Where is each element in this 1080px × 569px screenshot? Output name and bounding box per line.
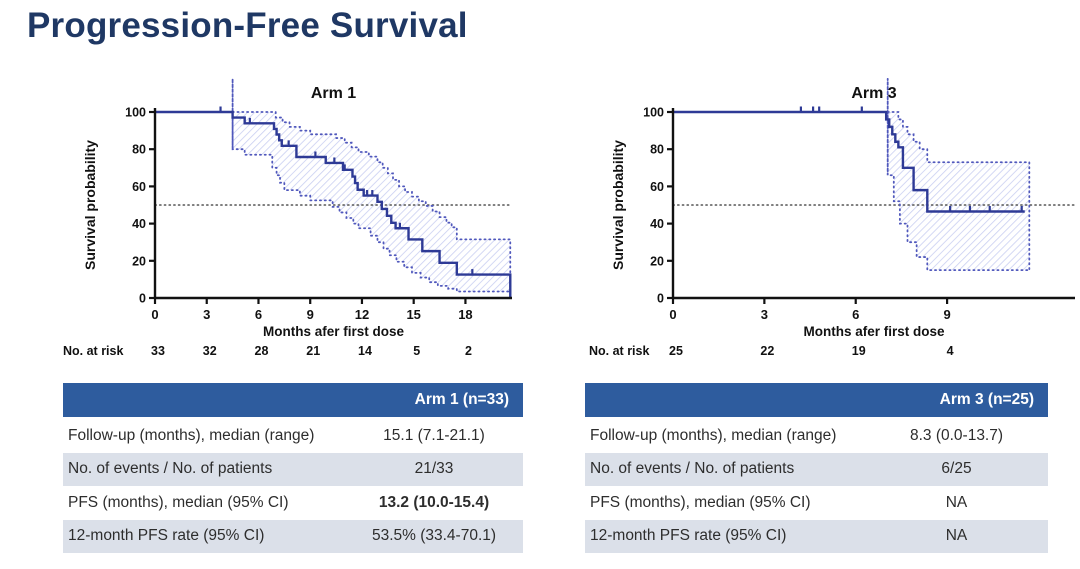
stat-label: 12-month PFS rate (95% CI) xyxy=(68,527,265,545)
km-chart-arm1: 0 20 40 60 80 100 0 3 6 9 12 15 18 Arm 1 Survival prob… xyxy=(55,78,537,378)
ci-lower-line xyxy=(231,78,512,293)
x-tick-label: 0 xyxy=(151,307,158,322)
y-tick-label: 40 xyxy=(650,217,664,231)
at-risk-count: 32 xyxy=(203,344,217,358)
at-risk-count: 33 xyxy=(151,344,165,358)
stat-label: Follow-up (months), median (range) xyxy=(590,426,837,444)
at-risk-row: No. at risk 25 22 19 4 xyxy=(589,344,954,358)
at-risk-label: No. at risk xyxy=(63,344,123,358)
table-row: PFS (months), median (95% CI) 13.2 (10.0… xyxy=(63,486,523,520)
stats-header-arm-label: Arm 3 (n=25) xyxy=(865,383,1048,417)
table-row: Follow-up (months), median (range) 15.1 … xyxy=(63,419,523,453)
stats-table-header-row: Arm 3 (n=25) xyxy=(585,383,1048,417)
at-risk-label: No. at risk xyxy=(589,344,649,358)
table-row: 12-month PFS rate (95% CI) 53.5% (33.4-7… xyxy=(63,519,523,553)
y-tick-label: 100 xyxy=(643,106,664,120)
at-risk-count: 2 xyxy=(465,344,472,358)
stat-value: 13.2 (10.0-15.4) xyxy=(378,493,490,511)
x-tick-label: 9 xyxy=(943,307,950,322)
km-chart-arm3: 0 20 40 60 80 100 0 3 6 9 Arm 3 Survival probabilit… xyxy=(585,78,1080,378)
survival-curve xyxy=(155,110,512,298)
ci-upper-line xyxy=(886,111,1031,271)
table-row: No. of events / No. of patients 6/25 xyxy=(585,452,1048,486)
stats-table-header-row: Arm 1 (n=33) xyxy=(63,383,523,417)
x-tick-label: 15 xyxy=(406,307,420,322)
stat-label: PFS (months), median (95% CI) xyxy=(68,493,289,511)
stat-value: 21/33 xyxy=(414,460,454,478)
y-tick-label: 20 xyxy=(132,254,146,268)
stats-header-arm-label: Arm 1 (n=33) xyxy=(345,383,523,417)
at-risk-count: 19 xyxy=(852,344,866,358)
y-axis-label: Survival probability xyxy=(82,140,98,270)
y-tick-label: 0 xyxy=(139,292,146,306)
stat-value: 8.3 (0.0-13.7) xyxy=(909,426,1004,444)
stat-value: 15.1 (7.1-21.1) xyxy=(383,426,485,444)
at-risk-count: 22 xyxy=(760,344,774,358)
chart-title: Arm 3 xyxy=(851,85,896,102)
stat-label: Follow-up (months), median (range) xyxy=(68,426,315,444)
y-tick-label: 100 xyxy=(125,106,146,120)
x-axis-label: Months afer first dose xyxy=(803,324,945,339)
y-tick-label: 80 xyxy=(650,143,664,157)
at-risk-count: 5 xyxy=(413,344,420,358)
ci-lower-line xyxy=(886,78,1031,271)
stat-value: NA xyxy=(945,527,968,545)
stat-value: 6/25 xyxy=(941,460,972,478)
x-tick-label: 0 xyxy=(669,307,676,322)
stats-table-arm1: Arm 1 (n=33) Follow-up (months), median … xyxy=(63,383,523,553)
page-title: Progression-Free Survival xyxy=(27,6,468,45)
x-tick-label: 12 xyxy=(355,307,369,322)
x-tick-label: 18 xyxy=(458,307,472,322)
stat-label: No. of events / No. of patients xyxy=(590,460,795,478)
y-tick-label: 0 xyxy=(657,292,664,306)
censor-marks xyxy=(799,106,1023,213)
at-risk-row: No. at risk 33 32 28 21 14 5 2 xyxy=(63,344,472,358)
stat-value: 53.5% (33.4-70.1) xyxy=(371,527,497,545)
stats-header-empty-cell xyxy=(585,383,865,417)
ci-upper-line xyxy=(231,111,512,293)
censor-marks xyxy=(219,106,474,276)
table-row: 12-month PFS rate (95% CI) NA xyxy=(585,519,1048,553)
ci-band xyxy=(232,112,511,292)
x-axis-label: Months afer first dose xyxy=(263,324,405,339)
table-row: Follow-up (months), median (range) 8.3 (… xyxy=(585,419,1048,453)
stat-label: PFS (months), median (95% CI) xyxy=(590,493,811,511)
at-risk-count: 4 xyxy=(947,344,954,358)
x-tick-label: 3 xyxy=(203,307,210,322)
km-arm3-plot: 0 20 40 60 80 100 0 3 6 9 Arm 3 Survival probabilit… xyxy=(589,78,1076,358)
stats-header-empty-cell xyxy=(63,383,345,417)
chart-title: Arm 1 xyxy=(311,85,356,102)
table-row: PFS (months), median (95% CI) NA xyxy=(585,486,1048,520)
y-tick-label: 40 xyxy=(132,217,146,231)
stats-table-arm3: Arm 3 (n=25) Follow-up (months), median … xyxy=(585,383,1048,553)
y-tick-label: 60 xyxy=(132,180,146,194)
at-risk-count: 28 xyxy=(255,344,269,358)
stat-value: NA xyxy=(945,493,968,511)
at-risk-count: 14 xyxy=(358,344,372,358)
table-row: No. of events / No. of patients 21/33 xyxy=(63,452,523,486)
at-risk-count: 25 xyxy=(669,344,683,358)
y-tick-label: 60 xyxy=(650,180,664,194)
km-arm1-plot: 0 20 40 60 80 100 0 3 6 9 12 15 18 Arm 1 Survival prob… xyxy=(63,78,513,358)
survival-curve xyxy=(673,110,1025,213)
ci-band xyxy=(887,112,1030,271)
y-tick-label: 20 xyxy=(650,254,664,268)
x-tick-label: 6 xyxy=(255,307,262,322)
y-axis-label: Survival probability xyxy=(610,140,626,270)
stat-label: 12-month PFS rate (95% CI) xyxy=(590,527,787,545)
x-tick-label: 9 xyxy=(307,307,314,322)
x-tick-label: 3 xyxy=(761,307,768,322)
x-tick-label: 6 xyxy=(852,307,859,322)
at-risk-count: 21 xyxy=(306,344,320,358)
y-tick-label: 80 xyxy=(132,143,146,157)
stat-label: No. of events / No. of patients xyxy=(68,460,273,478)
